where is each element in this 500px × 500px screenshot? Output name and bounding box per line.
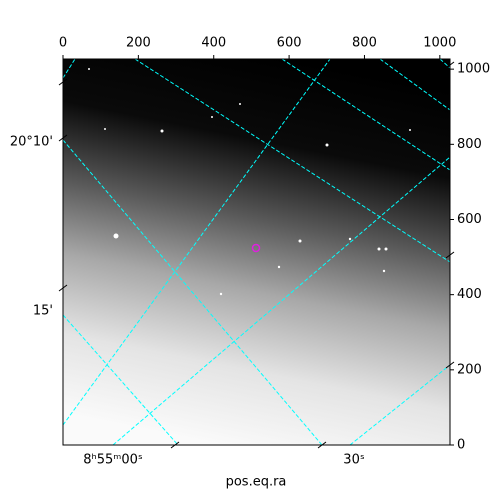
- x-axis-label: pos.eq.ra: [226, 475, 287, 490]
- x-tick-label: 200: [126, 36, 151, 51]
- grid-line: [63, 59, 331, 426]
- grid-line: [379, 59, 450, 111]
- x-tick-label: 1000: [423, 36, 456, 51]
- grid-edge-tick: [170, 441, 180, 449]
- y-tick-label: 600: [457, 212, 482, 227]
- frame: [62, 58, 451, 446]
- grid-line: [349, 364, 450, 445]
- grid-edge-tick: [445, 251, 455, 259]
- dec-label: 20°10': [10, 135, 53, 150]
- y-tick-label: 0: [457, 438, 465, 453]
- grid-edge-tick: [58, 284, 68, 292]
- target-marker: [251, 243, 261, 253]
- grid-edge-tick: [317, 441, 327, 449]
- x-tick-label: 600: [277, 36, 302, 51]
- coordinate-grid: [63, 59, 450, 445]
- stars: [88, 68, 411, 296]
- y-tick-label: 1000: [457, 62, 490, 77]
- grid-line: [134, 59, 450, 263]
- ra-label: 30ˢ: [343, 453, 365, 468]
- grid-edge-tick: [58, 78, 68, 86]
- grid-line: [281, 59, 450, 171]
- grid-line: [63, 139, 323, 445]
- grid-line: [112, 156, 450, 445]
- y-tick-label: 400: [457, 287, 482, 302]
- grid-line: [439, 59, 450, 69]
- x-tick-label: 0: [59, 36, 67, 51]
- grid-edge-tick: [445, 61, 455, 69]
- ra-label: 8ʰ55ᵐ00ˢ: [83, 453, 143, 468]
- x-tick-label: 800: [352, 36, 377, 51]
- grid-line: [63, 59, 76, 79]
- grid-edge-tick: [445, 361, 455, 369]
- grid-line: [63, 314, 179, 445]
- x-tick-label: 400: [201, 36, 226, 51]
- y-tick-label: 800: [457, 137, 482, 152]
- dec-label: 15': [33, 304, 53, 319]
- y-tick-label: 200: [457, 362, 482, 377]
- grid-edge-tick: [58, 134, 68, 142]
